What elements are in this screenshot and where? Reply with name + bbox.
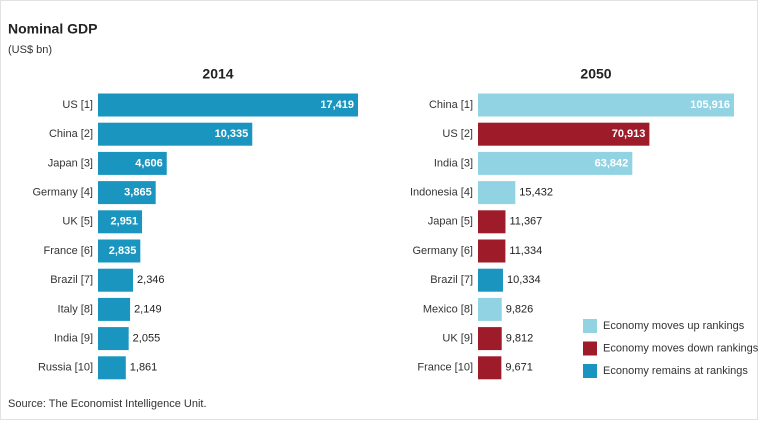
value-label: 63,842 (595, 157, 629, 169)
value-label: 11,367 (509, 216, 542, 228)
bar (98, 122, 253, 146)
bar (478, 181, 516, 205)
bar (98, 210, 143, 234)
category-label: Japan [5] (428, 216, 473, 228)
bar (478, 122, 650, 146)
bar (98, 151, 167, 175)
value-label: 70,913 (612, 128, 646, 140)
bar (98, 93, 358, 117)
bar (98, 268, 134, 292)
value-label: 9,826 (506, 303, 534, 315)
category-label: UK [9] (442, 333, 473, 345)
category-label: Russia [10] (38, 362, 93, 374)
value-label: 2,055 (133, 333, 161, 345)
bar (478, 268, 503, 292)
legend-swatch (583, 341, 597, 356)
title: Nominal GDP (8, 21, 97, 37)
value-label: 4,606 (135, 157, 163, 169)
legend-label: Economy remains at rankings (603, 365, 748, 377)
bar (478, 356, 502, 380)
category-label: Indonesia [4] (410, 187, 473, 199)
category-label: India [3] (434, 157, 473, 169)
category-label: US [1] (62, 99, 93, 111)
category-label: Brazil [7] (50, 274, 93, 286)
bar (478, 93, 734, 117)
bar (98, 356, 126, 380)
category-label: Brazil [7] (430, 274, 473, 286)
value-label: 9,812 (506, 333, 534, 345)
value-label: 2,149 (134, 303, 162, 315)
category-label: Italy [8] (58, 303, 93, 315)
value-label: 3,865 (124, 187, 152, 199)
category-label: China [1] (429, 99, 473, 111)
value-label: 11,334 (509, 245, 542, 257)
value-label: 105,916 (690, 99, 730, 111)
bar (478, 210, 506, 234)
category-label: Germany [6] (412, 245, 473, 257)
category-label: UK [5] (62, 216, 93, 228)
value-label: 2,346 (137, 274, 165, 286)
value-label: 2,951 (111, 216, 139, 228)
legend-swatch (583, 364, 597, 378)
subtitle: (US$ bn) (8, 44, 52, 56)
bar (98, 327, 129, 351)
bar (478, 151, 633, 175)
panel-title: 2014 (202, 66, 233, 82)
category-label: Japan [3] (48, 157, 93, 169)
value-label: 9,671 (505, 362, 533, 374)
legend-label: Economy moves up rankings (603, 320, 745, 332)
category-label: Mexico [8] (423, 303, 473, 315)
bar (98, 239, 141, 263)
value-label: 2,835 (109, 245, 137, 257)
category-label: China [2] (49, 128, 93, 140)
category-label: France [6] (43, 245, 93, 257)
value-label: 10,334 (507, 274, 541, 286)
category-label: Germany [4] (32, 187, 93, 199)
bar (478, 327, 502, 351)
value-label: 15,432 (519, 187, 553, 199)
bar (478, 239, 506, 263)
bar (98, 181, 156, 205)
bar (478, 297, 502, 321)
legend-label: Economy moves down rankings (603, 342, 759, 354)
category-label: India [9] (54, 333, 93, 345)
category-label: France [10] (417, 362, 473, 374)
panel-title: 2050 (580, 66, 611, 82)
bar (98, 297, 131, 321)
source: Source: The Economist Intelligence Unit. (8, 398, 207, 410)
legend-swatch (583, 319, 597, 333)
category-label: US [2] (442, 128, 473, 140)
value-label: 17,419 (320, 99, 354, 111)
value-label: 10,335 (215, 128, 249, 140)
value-label: 1,861 (130, 362, 158, 374)
